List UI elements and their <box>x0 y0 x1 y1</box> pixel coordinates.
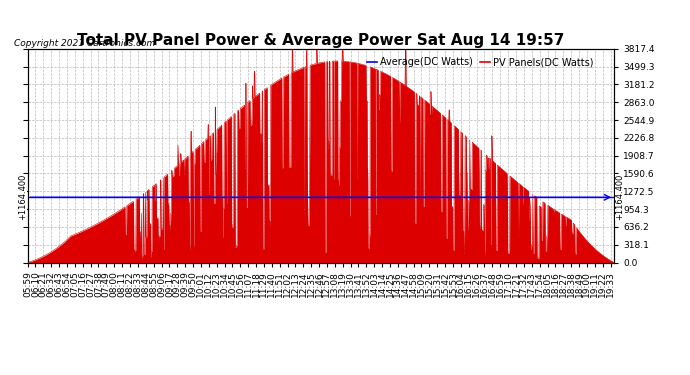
Text: +1164.400: +1164.400 <box>615 174 624 220</box>
Legend: Average(DC Watts), PV Panels(DC Watts): Average(DC Watts), PV Panels(DC Watts) <box>364 54 598 71</box>
Title: Total PV Panel Power & Average Power Sat Aug 14 19:57: Total PV Panel Power & Average Power Sat… <box>77 33 564 48</box>
Text: Copyright 2021 Cartronics.com: Copyright 2021 Cartronics.com <box>14 39 155 48</box>
Text: +1164.400: +1164.400 <box>18 174 27 220</box>
